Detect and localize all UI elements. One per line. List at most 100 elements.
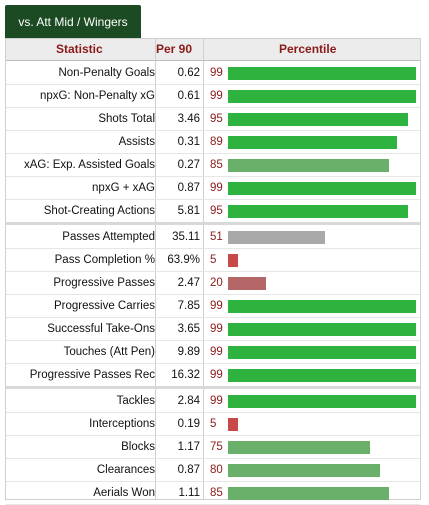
percentile-bar [228,205,408,218]
row-divider [6,248,420,249]
table-row: xAG: Exp. Assisted Goals 0.27 85 [6,154,420,177]
table-row: Successful Take-Ons 3.65 99 [6,318,420,341]
stat-label: Touches (Att Pen) [63,346,155,358]
per90-value: 0.87 [177,182,200,194]
stat-label: Tackles [116,395,155,407]
group-separator [6,222,420,225]
row-divider [6,84,420,85]
row-divider [6,130,420,131]
percentile-value: 95 [210,205,223,217]
per90-value: 0.62 [177,67,200,79]
table-row: Shot-Creating Actions 5.81 95 [6,200,420,223]
percentile-bar [228,418,238,431]
table-row: Interceptions 0.19 5 [6,413,420,436]
row-divider [6,412,420,413]
table-row: Touches (Att Pen) 9.89 99 [6,341,420,364]
percentile-bar [228,346,416,359]
percentile-value: 51 [210,231,223,243]
stat-label: Pass Completion % [54,254,155,266]
per90-value: 0.87 [177,464,200,476]
percentile-value: 99 [210,369,223,381]
header-statistic: Statistic [56,42,103,56]
table-row: Shots Total 3.46 95 [6,108,420,131]
per90-value: 3.65 [177,323,200,335]
row-divider [6,481,420,482]
per90-value: 2.84 [177,395,200,407]
header-percentile: Percentile [279,42,337,56]
per90-value: 0.31 [177,136,200,148]
percentile-bar [228,441,370,454]
row-divider [6,294,420,295]
header-per90: Per 90 [156,42,193,56]
row-divider [6,458,420,459]
stat-label: Progressive Carries [54,300,155,312]
table-row: Progressive Carries 7.85 99 [6,295,420,318]
row-divider [6,435,420,436]
percentile-bar [228,182,416,195]
stat-label: Shot-Creating Actions [43,205,155,217]
percentile-bar [228,254,238,267]
percentile-value: 80 [210,464,223,476]
percentile-value: 89 [210,136,223,148]
stat-label: Aerials Won [93,487,155,499]
stat-label: Clearances [96,464,155,476]
percentile-value: 99 [210,346,223,358]
per90-value: 5.81 [177,205,200,217]
row-divider [6,271,420,272]
percentile-bar [228,395,416,408]
percentile-bar [228,323,416,336]
percentile-bar [228,113,408,126]
percentile-value: 85 [210,487,223,499]
table-row: Clearances 0.87 80 [6,459,420,482]
column-divider [155,39,156,499]
percentile-value: 99 [210,300,223,312]
table-row: Aerials Won 1.11 85 [6,482,420,505]
percentile-value: 99 [210,90,223,102]
row-divider [6,199,420,200]
per90-value: 1.11 [178,487,200,499]
table-row: npxG + xAG 0.87 99 [6,177,420,200]
stat-label: Interceptions [89,418,155,430]
row-divider [6,317,420,318]
percentile-value: 99 [210,395,223,407]
row-divider [6,107,420,108]
table-row: Blocks 1.17 75 [6,436,420,459]
per90-value: 35.11 [172,231,200,243]
stat-label: Progressive Passes Rec [29,369,155,381]
percentile-bar [228,67,416,80]
stat-label: Progressive Passes [53,277,155,289]
table-row: Assists 0.31 89 [6,131,420,154]
table-row: Passes Attempted 35.11 51 [6,226,420,249]
per90-value: 3.46 [177,113,200,125]
percentile-bar [228,231,325,244]
per90-value: 0.19 [177,418,200,430]
percentile-value: 95 [210,113,223,125]
percentile-bar [228,277,266,290]
percentile-value: 5 [210,418,217,430]
per90-value: 7.85 [177,300,200,312]
row-divider [6,340,420,341]
stat-label: Shots Total [98,113,155,125]
per90-value: 0.61 [177,90,200,102]
percentile-bar [228,136,397,149]
per90-value: 0.27 [177,159,200,171]
row-divider [6,363,420,364]
percentile-bar [228,369,416,382]
stat-label: npxG: Non-Penalty xG [39,90,155,102]
stat-label: xAG: Exp. Assisted Goals [23,159,155,171]
column-divider [203,39,204,499]
table-row: Tackles 2.84 99 [6,390,420,413]
stats-table: Statistic Per 90 Percentile Non-Penalty … [5,38,421,505]
per90-value: 9.89 [177,346,200,358]
tab-vs-att-mid-wingers[interactable]: vs. Att Mid / Wingers [5,5,141,39]
percentile-value: 85 [210,159,223,171]
per90-value: 2.47 [177,277,200,289]
stat-label: npxG + xAG [92,182,155,194]
row-divider [6,176,420,177]
per90-value: 16.32 [171,369,200,381]
table-row: Progressive Passes Rec 16.32 99 [6,364,420,387]
table-row: Progressive Passes 2.47 20 [6,272,420,295]
group-separator [6,386,420,389]
stat-label: Non-Penalty Goals [58,67,155,79]
table-row: Non-Penalty Goals 0.62 99 [6,62,420,85]
